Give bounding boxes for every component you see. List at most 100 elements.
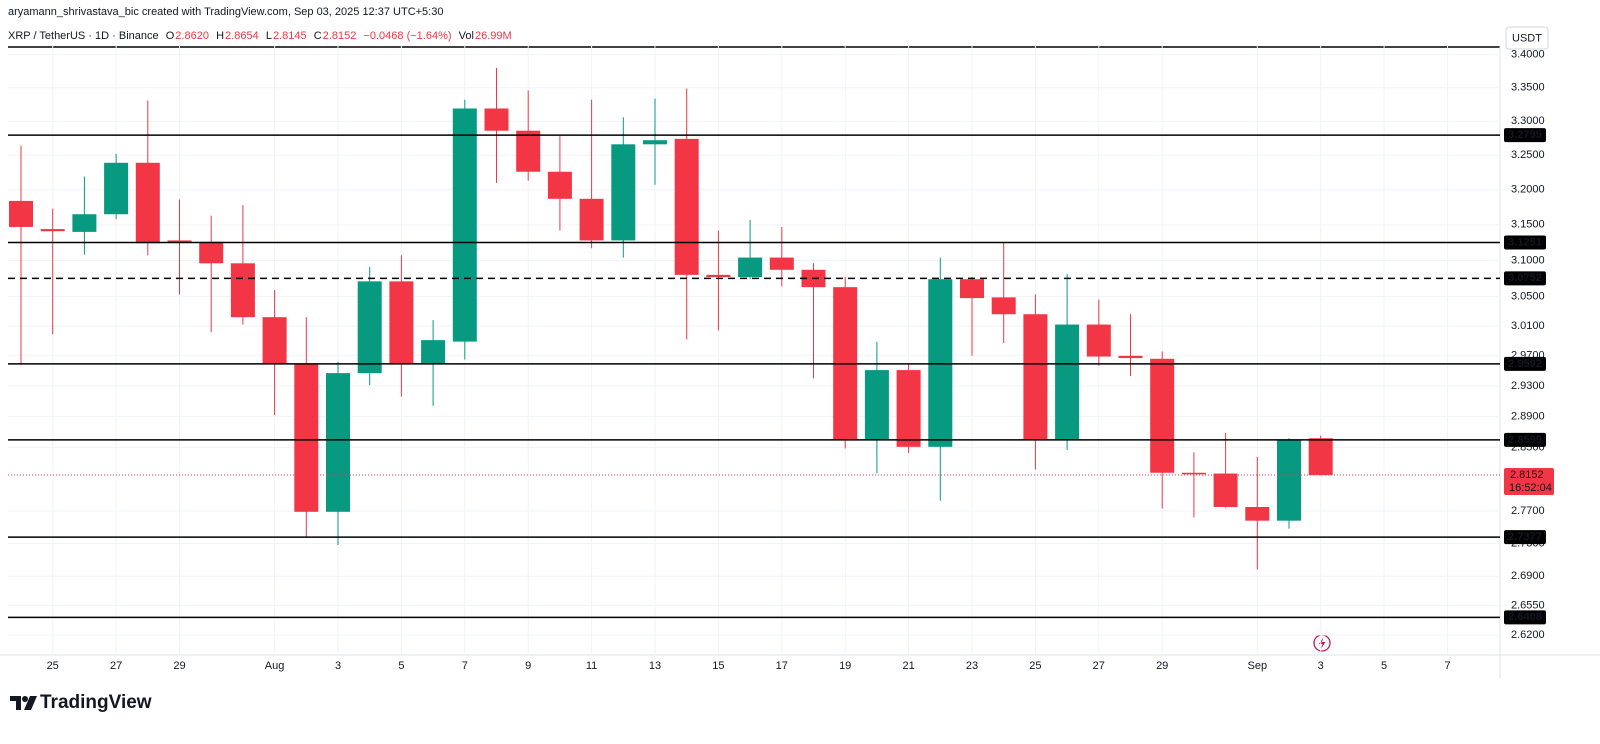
candle-body: [1181, 472, 1206, 475]
candle-body: [611, 144, 636, 241]
alert-icon: [1313, 634, 1331, 652]
candle-body: [579, 198, 604, 241]
y-tick-label: 2.6200: [1511, 629, 1545, 641]
grid: [8, 45, 1500, 655]
x-tick-label: Sep: [1248, 660, 1268, 672]
y-tick-label: 3.0100: [1511, 320, 1545, 332]
x-tick-label: 27: [110, 660, 122, 672]
candle-body: [643, 140, 667, 145]
x-tick-label: 19: [839, 660, 851, 672]
attribution: aryamann_shrivastava_bic created with Tr…: [8, 6, 444, 18]
level-label-box: [1504, 356, 1546, 371]
currency-box[interactable]: [1505, 26, 1549, 50]
x-tick-label: 3: [335, 660, 341, 672]
candle-body: [9, 200, 33, 227]
volume-value: 26.99M: [474, 30, 512, 42]
candle-body: [1086, 324, 1111, 357]
candle-body: [72, 214, 97, 232]
y-tick-label: 3.2000: [1511, 184, 1545, 196]
x-tick-label: 7: [1444, 660, 1450, 672]
level-label: 2.6408: [1508, 611, 1542, 623]
level-label: 3.1251: [1508, 236, 1542, 248]
level-label: 2.7377: [1508, 531, 1542, 543]
x-tick-label: 27: [1093, 660, 1105, 672]
level-label: 2.8599: [1508, 434, 1542, 446]
level-label: 3.0752: [1508, 272, 1542, 284]
candle-body: [1277, 439, 1301, 521]
candle-body: [674, 138, 699, 275]
y-tick-label: 3.0500: [1511, 291, 1545, 303]
y-tick-label: 3.1000: [1511, 254, 1545, 266]
x-tick-label: 5: [398, 660, 404, 672]
level-label-box: [1504, 530, 1546, 545]
level-label-box: [1504, 432, 1546, 447]
symbol: XRP / TetherUS · 1D · Binance: [8, 30, 159, 42]
candle-body: [326, 373, 350, 512]
candle-body: [1118, 355, 1143, 359]
low-label: L: [265, 30, 272, 42]
x-tick-label: 11: [586, 660, 597, 672]
open-label: O: [165, 30, 175, 42]
candle-body: [1023, 314, 1048, 440]
candle-body: [199, 241, 224, 264]
close-label: C: [313, 30, 322, 42]
y-tick-label: 3.2500: [1511, 149, 1545, 161]
candle-body: [421, 340, 446, 365]
logo: TradingView: [10, 692, 152, 714]
candle-body: [516, 130, 541, 172]
candle-body: [1213, 473, 1238, 507]
x-tick-label: 17: [776, 660, 788, 672]
candle-body: [960, 279, 984, 299]
x-tick-label: 29: [173, 660, 185, 672]
x-tick-label: 23: [966, 660, 978, 672]
level-label: 2.9592: [1508, 358, 1542, 370]
candle-body: [1055, 324, 1080, 440]
candle-body: [484, 108, 509, 131]
x-tick-label: 7: [462, 660, 468, 672]
candle-body: [1308, 438, 1333, 475]
level-label: 3.2795: [1508, 129, 1542, 141]
x-tick-label: 5: [1381, 660, 1387, 672]
x-tick-label: 15: [712, 660, 724, 672]
level-label-box: [1504, 128, 1546, 143]
open-value: 2.8620: [175, 30, 209, 42]
chart: USDT 3.4000 3.3500 3.3000 3.2500 3.2000 3.150…: [0, 26, 1600, 678]
y-tick-label: 3.3500: [1511, 82, 1545, 94]
x-tick-label: 29: [1156, 660, 1168, 672]
x-tick-label: 25: [1029, 660, 1041, 672]
high-value: 2.8654: [225, 30, 259, 42]
candle-body: [1150, 358, 1175, 473]
candle-body: [896, 370, 921, 447]
change: −0.0468 (−1.64%): [363, 30, 452, 42]
candle-body: [357, 281, 382, 374]
candle-body: [135, 162, 160, 244]
last-price-label: 2.8152: [1510, 469, 1544, 481]
candle-body: [991, 297, 1016, 315]
candle-body: [167, 240, 192, 243]
level-label-box: [1504, 271, 1546, 286]
y-tick-label: 3.1500: [1511, 219, 1545, 231]
logo-text: TradingView: [40, 692, 152, 713]
x-tick-label: Aug: [265, 660, 285, 672]
close-value: 2.8152: [322, 30, 357, 42]
logo-icon: [10, 696, 37, 710]
y-tick-label: 3.3000: [1511, 115, 1545, 127]
candle-body: [262, 317, 287, 365]
symbol-legend: XRP / TetherUS · 1D · Binance O2.8620 H2…: [8, 30, 513, 42]
y-tick-label: 2.7700: [1511, 505, 1545, 517]
candle-body: [294, 364, 319, 512]
x-tick-label: 13: [649, 660, 661, 672]
y-tick-label: 3.4000: [1511, 49, 1545, 61]
y-tick-label: 2.6900: [1511, 570, 1545, 582]
volume-label: Vol: [458, 30, 474, 42]
y-tick-label: 2.9300: [1511, 380, 1545, 392]
candle-body: [40, 229, 65, 232]
candle-body: [389, 281, 414, 365]
x-tick-label: 25: [47, 660, 59, 672]
candle-body: [706, 274, 731, 278]
candle-body: [864, 370, 889, 440]
candle-body: [104, 162, 129, 215]
candle-body: [738, 257, 763, 278]
candle-body: [928, 279, 953, 447]
